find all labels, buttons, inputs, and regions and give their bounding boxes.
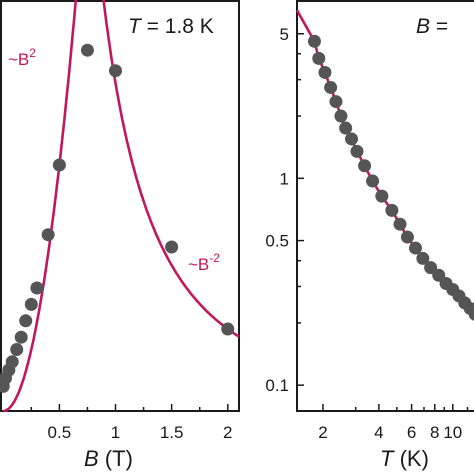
annotation-b-squared-base: ~B xyxy=(8,50,29,69)
right-y-tick-label: 1 xyxy=(280,169,289,188)
left-data-point xyxy=(165,240,179,254)
right-data-point xyxy=(339,121,353,135)
right-x-tick-label: 8 xyxy=(430,423,439,442)
right-title-value: = xyxy=(430,15,448,38)
left-data-point xyxy=(10,343,24,356)
right-data-point xyxy=(350,144,364,158)
right-data-point xyxy=(400,230,414,244)
left-fit-curve xyxy=(3,0,240,413)
right-data-point xyxy=(375,189,389,203)
annotation-b-minus-squared: ~B-2 xyxy=(188,251,220,274)
right-x-tick-label: 10 xyxy=(443,423,462,442)
left-x-axis-label: B (T) xyxy=(84,446,133,471)
left-plot-frame xyxy=(0,0,240,412)
left-data-point xyxy=(52,158,66,172)
left-data-point xyxy=(5,355,19,369)
left-data-point xyxy=(80,43,94,57)
right-y-tick-label: 5 xyxy=(280,25,289,44)
left-panel-title: T = 1.8 K xyxy=(128,15,214,38)
annotation-b-squared: ~B2 xyxy=(8,46,36,69)
right-x-tick-label: 4 xyxy=(374,423,383,442)
left-data-point xyxy=(109,64,123,78)
left-x-axis-variable: B xyxy=(84,446,99,471)
right-data-point xyxy=(324,80,338,94)
right-x-axis-unit: (K) xyxy=(393,446,428,471)
left-x-tick-label: 0.5 xyxy=(48,423,72,442)
left-x-tick-label: 1.5 xyxy=(160,423,184,442)
right-data-point xyxy=(393,217,407,231)
left-data-point xyxy=(221,322,235,336)
left-x-axis-unit: (T) xyxy=(99,446,133,471)
right-plot-frame xyxy=(296,0,474,412)
right-x-tick-label: 2 xyxy=(318,423,327,442)
left-title-variable: T xyxy=(128,15,143,38)
right-y-tick-label: 0.5 xyxy=(265,232,289,251)
right-data-point xyxy=(334,109,348,123)
right-data-point xyxy=(312,51,326,65)
right-data-point xyxy=(307,34,321,48)
right-data-point xyxy=(409,241,423,255)
annotation-b-minus-squared-base: ~B xyxy=(188,255,209,274)
left-x-ticks: 0.5 1 1.5 2 xyxy=(30,404,233,442)
right-data-point xyxy=(329,95,343,109)
left-data-point xyxy=(19,314,33,328)
left-title-value: = 1.8 K xyxy=(141,15,214,38)
right-x-axis-variable: T xyxy=(380,446,395,471)
right-data-point xyxy=(416,251,430,265)
right-data-point xyxy=(366,174,380,188)
right-panel-title: B = xyxy=(416,15,448,38)
right-x-ticks: 2 4 6 8 10 xyxy=(318,404,469,442)
right-panel: 2 4 6 8 10 0.1 0.5 1 5 B = T (K) xyxy=(265,0,474,471)
left-x-tick-label: 1 xyxy=(111,423,120,442)
annotation-b-squared-exponent: 2 xyxy=(29,46,36,60)
left-data-point xyxy=(14,330,28,344)
right-title-variable: B xyxy=(416,15,430,38)
right-data-points xyxy=(307,34,474,321)
left-data-points xyxy=(0,43,235,393)
right-x-tick-label: 6 xyxy=(407,423,416,442)
right-data-point xyxy=(468,307,474,321)
right-data-point xyxy=(358,159,372,173)
right-data-point xyxy=(345,132,359,146)
right-data-point xyxy=(385,203,399,217)
left-data-point xyxy=(24,297,38,311)
right-data-point xyxy=(318,65,332,79)
left-data-point xyxy=(30,281,44,295)
left-x-tick-label: 2 xyxy=(223,423,232,442)
right-x-axis-label: T (K) xyxy=(380,446,429,471)
right-y-tick-label: 0.1 xyxy=(265,376,289,395)
annotation-b-minus-squared-exponent: -2 xyxy=(209,251,220,265)
right-y-ticks: 0.1 0.5 1 5 xyxy=(265,25,304,395)
left-data-point xyxy=(41,228,55,242)
left-panel: 0.5 1 1.5 2 T = 1.8 K ~B2 ~B-2 B (T) xyxy=(0,0,240,471)
